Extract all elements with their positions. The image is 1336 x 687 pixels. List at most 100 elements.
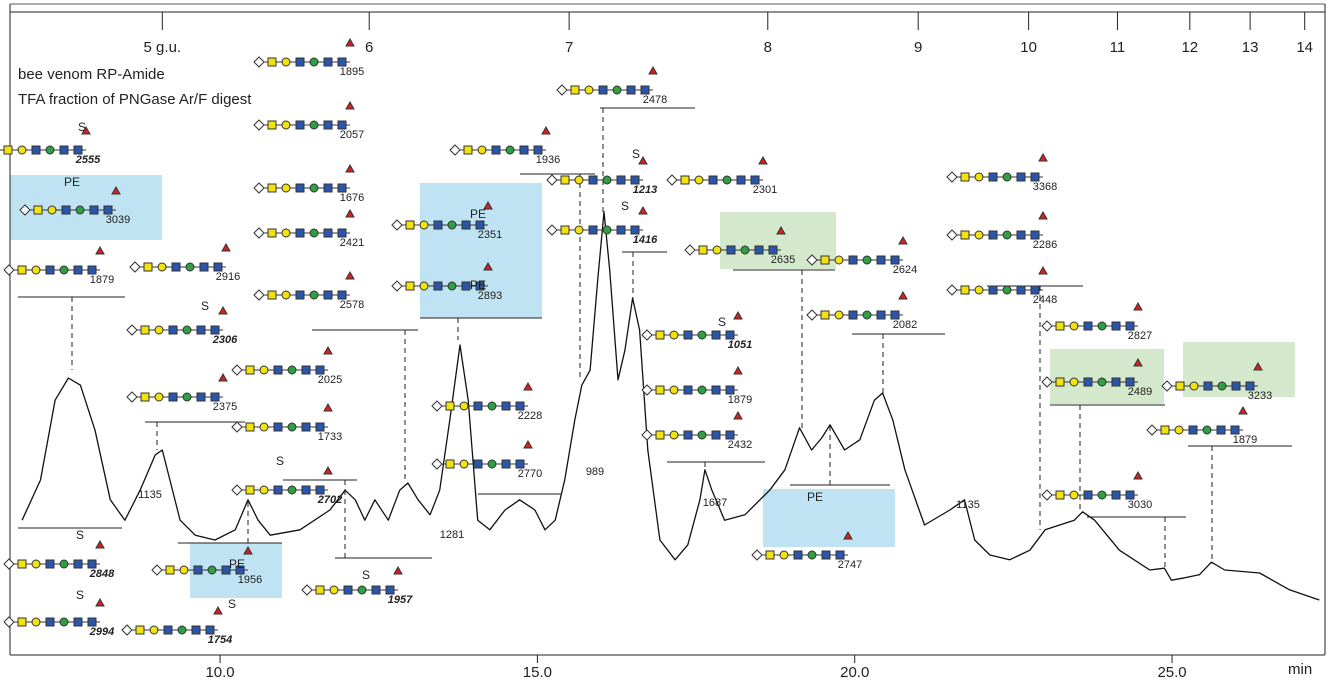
glycan-mass: 1416 xyxy=(633,234,658,246)
glycan-square xyxy=(296,121,304,129)
glycan-circle xyxy=(282,58,290,66)
glycan-mass: 1676 xyxy=(340,192,364,204)
glycan-diamond xyxy=(232,485,242,495)
glycan-square xyxy=(200,263,208,271)
glycan-circle xyxy=(158,263,166,271)
highlight-box xyxy=(763,489,895,547)
glycan-square xyxy=(141,326,149,334)
glycan-square xyxy=(989,231,997,239)
glycan-square xyxy=(617,226,625,234)
glycan-square xyxy=(709,176,717,184)
glycan-mass: 3030 xyxy=(1128,499,1152,511)
glycan-square xyxy=(316,423,324,431)
modification-label: PE xyxy=(229,557,245,571)
glycan-mass: 1754 xyxy=(208,634,232,646)
glycan-square xyxy=(296,229,304,237)
glycan-circle xyxy=(282,184,290,192)
glycan-square xyxy=(961,173,969,181)
glycan-square xyxy=(246,486,254,494)
glycan-circle xyxy=(60,266,68,274)
glycan-diamond xyxy=(1042,490,1052,500)
glycan-square xyxy=(136,626,144,634)
modification-label: PE xyxy=(64,175,80,189)
glycan-circle xyxy=(310,58,318,66)
glycan-circle xyxy=(585,86,593,94)
glycan-circle xyxy=(698,331,706,339)
glycan-diamond xyxy=(685,245,695,255)
glycan-square xyxy=(849,311,857,319)
glycan-square xyxy=(1017,286,1025,294)
glycan-square xyxy=(1017,173,1025,181)
glycan-square xyxy=(274,423,282,431)
glycan-square xyxy=(462,282,470,290)
glycan-square xyxy=(712,431,720,439)
glycan-glyph xyxy=(4,541,104,569)
glycan-square xyxy=(516,402,524,410)
glycan-square xyxy=(172,263,180,271)
glycan-square xyxy=(1084,378,1092,386)
glycan-square xyxy=(446,402,454,410)
glycan-diamond xyxy=(130,262,140,272)
glycan-diamond xyxy=(152,565,162,575)
glycan-circle xyxy=(310,291,318,299)
glycan-square xyxy=(656,331,664,339)
glycan-circle xyxy=(186,263,194,271)
glycan-square xyxy=(246,366,254,374)
glycan-circle xyxy=(60,618,68,626)
glycan-fucose xyxy=(324,467,332,474)
glycan-glyph xyxy=(667,157,767,185)
top-tick-label: 5 g.u. xyxy=(144,39,182,56)
glycan-square xyxy=(599,86,607,94)
modification-label: S xyxy=(228,597,236,611)
glycan-fucose xyxy=(639,157,647,164)
glycan-square xyxy=(60,146,68,154)
glycan-circle xyxy=(183,326,191,334)
chart: bee venom RP-Amide TFA fraction of PNGas… xyxy=(0,0,1336,687)
glycan-glyph xyxy=(254,272,354,300)
glycan-square xyxy=(1126,491,1134,499)
glycan-square xyxy=(169,326,177,334)
glycan-square xyxy=(617,176,625,184)
glycan-square xyxy=(1126,322,1134,330)
glycan-square xyxy=(164,626,172,634)
glycan-square xyxy=(1031,286,1039,294)
glycan-circle xyxy=(32,618,40,626)
glycan-circle xyxy=(488,402,496,410)
glycan-mass: 1135 xyxy=(138,489,162,501)
glycan-square xyxy=(1176,382,1184,390)
glycan-square xyxy=(194,566,202,574)
glycan-square xyxy=(961,231,969,239)
glycan-fucose xyxy=(96,541,104,548)
glycan-square xyxy=(197,393,205,401)
glycan-square xyxy=(144,263,152,271)
glycan-square xyxy=(464,146,472,154)
glycan-square xyxy=(766,551,774,559)
glycan-circle xyxy=(780,551,788,559)
modification-label: S xyxy=(76,588,84,602)
glycan-diamond xyxy=(547,225,557,235)
glycan-diamond xyxy=(547,175,557,185)
glycan-fucose xyxy=(1134,472,1142,479)
glycan-circle xyxy=(863,256,871,264)
glycan-square xyxy=(520,146,528,154)
glycan-square xyxy=(316,366,324,374)
glycan-circle xyxy=(975,286,983,294)
glycan-square xyxy=(891,311,899,319)
glycan-fucose xyxy=(214,607,222,614)
glycan-square xyxy=(1232,382,1240,390)
glycan-circle xyxy=(723,176,731,184)
glycan-glyph xyxy=(1042,303,1142,331)
glycan-square xyxy=(1017,231,1025,239)
glycan-square xyxy=(534,146,542,154)
glycan-square xyxy=(211,326,219,334)
glycan-fucose xyxy=(899,292,907,299)
glycan-fucose xyxy=(1039,154,1047,161)
glycan-mass: 2025 xyxy=(318,374,342,386)
glycan-square xyxy=(891,256,899,264)
glycan-square xyxy=(1161,426,1169,434)
glycan-mass: 2994 xyxy=(89,626,114,638)
glycan-square xyxy=(434,221,442,229)
glycan-circle xyxy=(310,229,318,237)
glycan-square xyxy=(74,618,82,626)
glycan-diamond xyxy=(4,265,14,275)
